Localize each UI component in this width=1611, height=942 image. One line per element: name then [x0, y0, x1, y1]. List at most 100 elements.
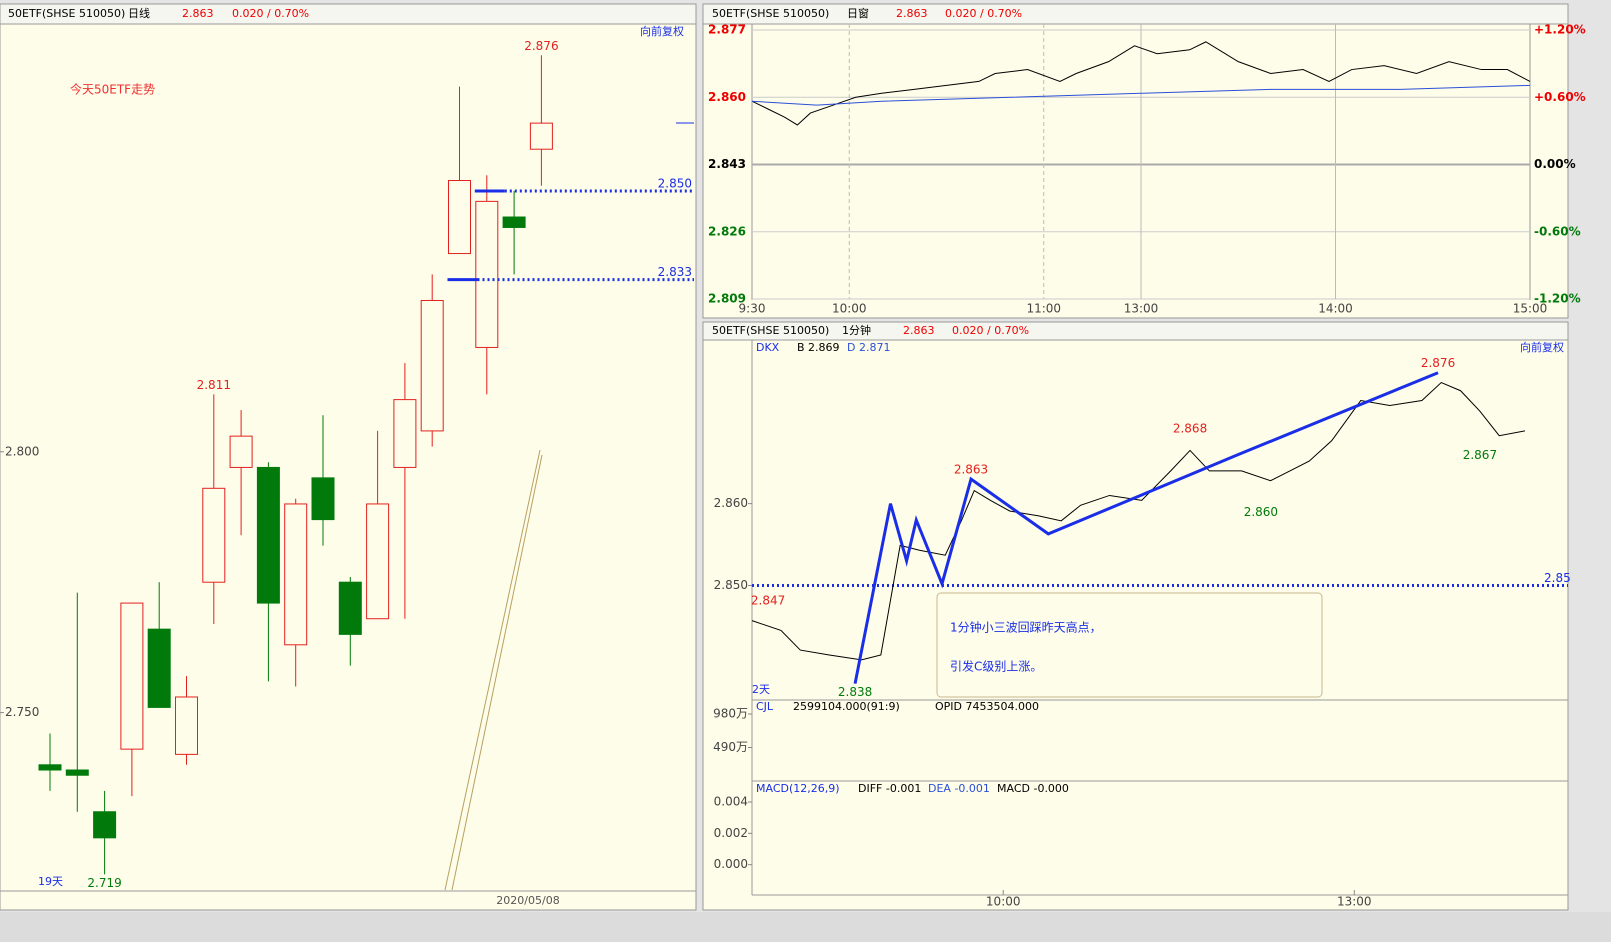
top-panel: [702, 3, 1569, 319]
y-tick-label: 2.860: [714, 496, 748, 510]
date: 2020/05/08: [496, 894, 559, 907]
drawing: [444, 449, 541, 891]
change: 0.020 / 0.70%: [952, 324, 1029, 337]
price-label: 2.860: [1244, 505, 1278, 519]
price-label: 2.876: [1421, 356, 1455, 370]
candle-body: [175, 696, 198, 755]
price-label: 2.847: [751, 594, 785, 608]
price-line: [751, 381, 1526, 661]
y-tick-label: 0.000: [714, 857, 748, 871]
note-box: [936, 592, 1323, 698]
candle-body: [229, 435, 253, 468]
x-tick-label: 10:00: [832, 302, 867, 316]
symbol: 50ETF(SHSE 510050): [8, 7, 125, 20]
count: 19天: [38, 875, 63, 888]
macd-value: MACD -0.000: [997, 782, 1069, 795]
level-label: 2.85: [1544, 571, 1571, 585]
candle-body: [475, 200, 499, 348]
price-label: 2.876: [524, 39, 558, 53]
volume-opid: OPID 7453504.000: [935, 700, 1039, 713]
top-header: [702, 3, 1569, 25]
y-tick-label: 2.826: [708, 224, 746, 238]
bottom-header: [702, 321, 1569, 341]
y2-tick-label: +0.60%: [1534, 90, 1586, 104]
price: 2.863: [182, 7, 214, 20]
y-tick-label: 2.809: [708, 292, 746, 306]
indicator-d: D 2.871: [847, 341, 890, 354]
status-bar: [0, 912, 1611, 942]
y-tick-label: 2.850: [714, 578, 748, 592]
x-tick-label: 14:00: [1318, 302, 1353, 316]
y-tick-label: 2.860: [708, 90, 746, 104]
y-tick-label: 0.004: [714, 795, 748, 809]
price: 2.863: [896, 7, 928, 20]
candle-body: [502, 216, 526, 228]
x-tick-label: 11:00: [1026, 302, 1061, 316]
candle-body: [529, 122, 553, 150]
volume-reading: 2599104.000(91:9): [793, 700, 900, 713]
candle-body: [366, 503, 390, 620]
annotation-title: 今天50ETF走势: [70, 82, 155, 97]
x-tick-label: 15:00: [1513, 302, 1548, 316]
price-line: [853, 371, 1439, 684]
indicator-b: B 2.869: [797, 341, 840, 354]
price: 2.863: [903, 324, 935, 337]
candle-body: [420, 299, 444, 432]
candle-body: [284, 503, 308, 646]
x-tick-label: 13:00: [1124, 302, 1159, 316]
y2-tick-label: +1.20%: [1534, 23, 1586, 37]
price-label: 2.868: [1173, 422, 1207, 436]
candle-body: [311, 477, 335, 521]
candle-body: [448, 180, 471, 255]
candle-body: [120, 602, 144, 750]
period[interactable]: 日窗: [847, 6, 869, 20]
note-line: 引发C级别上涨。: [950, 659, 1042, 674]
change: 0.020 / 0.70%: [945, 7, 1022, 20]
candle-body: [93, 811, 117, 839]
y2-tick-label: 0.00%: [1534, 157, 1576, 171]
drawing: [451, 454, 543, 891]
left-panel: [0, 3, 697, 911]
change: 0.020 / 0.70%: [232, 7, 309, 20]
adjust[interactable]: 向前复权: [640, 24, 684, 38]
indicator-name[interactable]: DKX: [756, 341, 780, 354]
left-header: [0, 3, 697, 25]
y-tick-label: 2.800: [5, 444, 39, 458]
symbol: 50ETF(SHSE 510050): [712, 7, 829, 20]
y-tick-label: 0.002: [714, 826, 748, 840]
macd-diff: DIFF -0.001: [858, 782, 921, 795]
y-tick-label: 2.750: [5, 705, 39, 719]
level-label: 2.850: [658, 176, 692, 190]
note-line: 1分钟小三波回踩昨天高点，: [950, 620, 1102, 635]
price-label: 2.863: [954, 463, 988, 477]
symbol: 50ETF(SHSE 510050): [712, 324, 829, 337]
macd-name[interactable]: MACD(12,26,9): [756, 782, 840, 795]
price-label: 2.838: [838, 685, 872, 699]
candle-body: [338, 581, 362, 635]
price-label: 2.719: [87, 876, 121, 890]
candle-body: [65, 769, 89, 776]
price-line: [751, 41, 1531, 126]
y2-tick-label: -1.20%: [1534, 292, 1581, 306]
price-label: 2.867: [1463, 448, 1497, 462]
x-tick-label: 10:00: [986, 895, 1021, 909]
count: 2天: [752, 683, 770, 696]
candle-body: [147, 628, 171, 708]
y2-tick-label: -0.60%: [1534, 224, 1581, 238]
y-tick-label: 490万: [713, 740, 748, 754]
macd-dea: DEA -0.001: [928, 782, 990, 795]
x-tick-label: 9:30: [739, 302, 766, 316]
volume-name[interactable]: CJL: [756, 700, 774, 713]
candle-body: [256, 466, 280, 604]
price-line: [751, 84, 1531, 106]
level-label: 2.833: [658, 265, 692, 279]
candle-body: [202, 487, 226, 583]
period[interactable]: 日线: [128, 6, 150, 20]
period[interactable]: 1分钟: [842, 323, 871, 337]
price-label: 2.811: [197, 378, 231, 392]
y-tick-label: 2.877: [708, 23, 746, 37]
adjust[interactable]: 向前复权: [1520, 340, 1564, 354]
candle-body: [38, 764, 62, 771]
candle-body: [393, 399, 417, 468]
